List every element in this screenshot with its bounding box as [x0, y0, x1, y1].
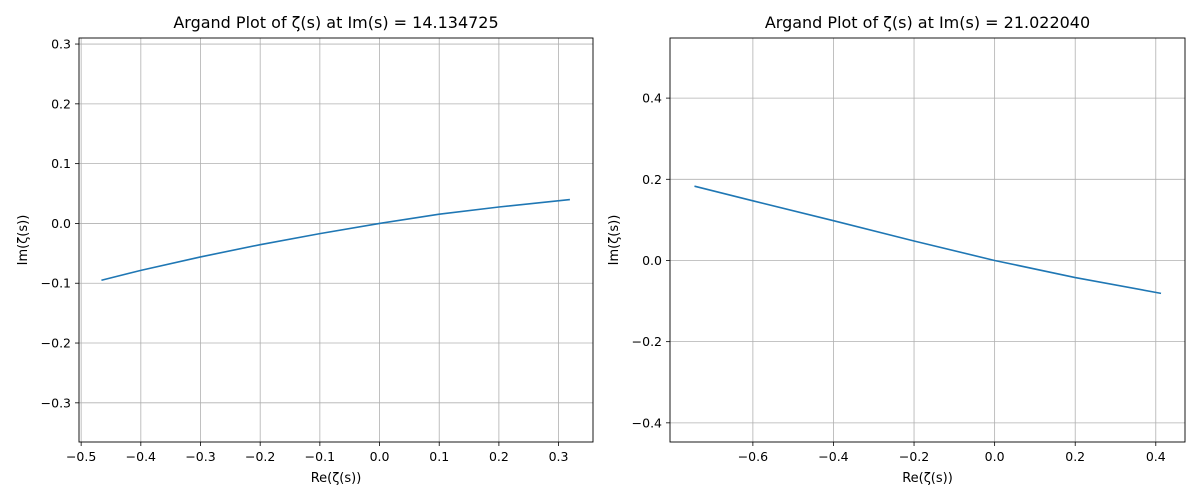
x-tick-label: −0.5: [66, 449, 96, 464]
chart-title: Argand Plot of ζ(s) at Im(s) = 14.134725: [173, 13, 498, 32]
x-axis-label: Re(ζ(s)): [311, 471, 362, 486]
x-tick-label: 0.3: [549, 449, 569, 464]
plot-frame: [669, 37, 1186, 443]
x-tick-label: 0.2: [1065, 449, 1085, 464]
y-tick-label: −0.1: [41, 276, 71, 291]
y-tick-label: 0.2: [51, 96, 71, 111]
y-axis-label: Im(ζ(s)): [16, 215, 31, 266]
y-tick-label: −0.2: [632, 334, 662, 349]
chart-panel-2: −0.6 −0.4 −0.2 0.0 0.2 0.4 −0.4 −0.2 0.0 0.2 0.4 Ar…: [607, 13, 1186, 486]
y-tick-label: 0.4: [642, 91, 662, 106]
y-tick-label: 0.1: [51, 156, 71, 171]
plot-frame: [78, 37, 594, 443]
chart-panel-1: −0.5 −0.4 −0.3 −0.2 −0.1 0.0 0.1 0.2 0.3 −0.3 −0.2…: [16, 13, 594, 486]
chart-title: Argand Plot of ζ(s) at Im(s) = 21.022040: [765, 13, 1090, 32]
x-tick-label: −0.1: [305, 449, 335, 464]
x-tick-label: −0.2: [899, 449, 929, 464]
data-series-line: [694, 185, 1162, 295]
y-tick-label: 0.2: [642, 172, 662, 187]
y-tick-label: 0.0: [642, 253, 662, 268]
x-tick-label: −0.4: [126, 449, 156, 464]
x-tick-label: 0.0: [370, 449, 390, 464]
x-tick-label: −0.3: [185, 449, 215, 464]
data-series-line: [101, 198, 570, 282]
y-axis-label: Im(ζ(s)): [607, 215, 622, 266]
x-tick-label: −0.6: [738, 449, 768, 464]
x-tick-label: 0.1: [429, 449, 449, 464]
x-tick-label: 0.4: [1146, 449, 1166, 464]
x-tick-label: 0.0: [985, 449, 1005, 464]
y-tick-label: −0.4: [632, 415, 662, 430]
y-tick-label: 0.3: [51, 37, 71, 52]
y-tick-label: −0.2: [41, 336, 71, 351]
y-tick-label: 0.0: [51, 216, 71, 231]
y-tick-label: −0.3: [41, 395, 71, 410]
x-axis-label: Re(ζ(s)): [902, 471, 953, 486]
x-tick-label: −0.4: [818, 449, 848, 464]
x-tick-label: −0.2: [245, 449, 275, 464]
x-tick-label: 0.2: [489, 449, 509, 464]
